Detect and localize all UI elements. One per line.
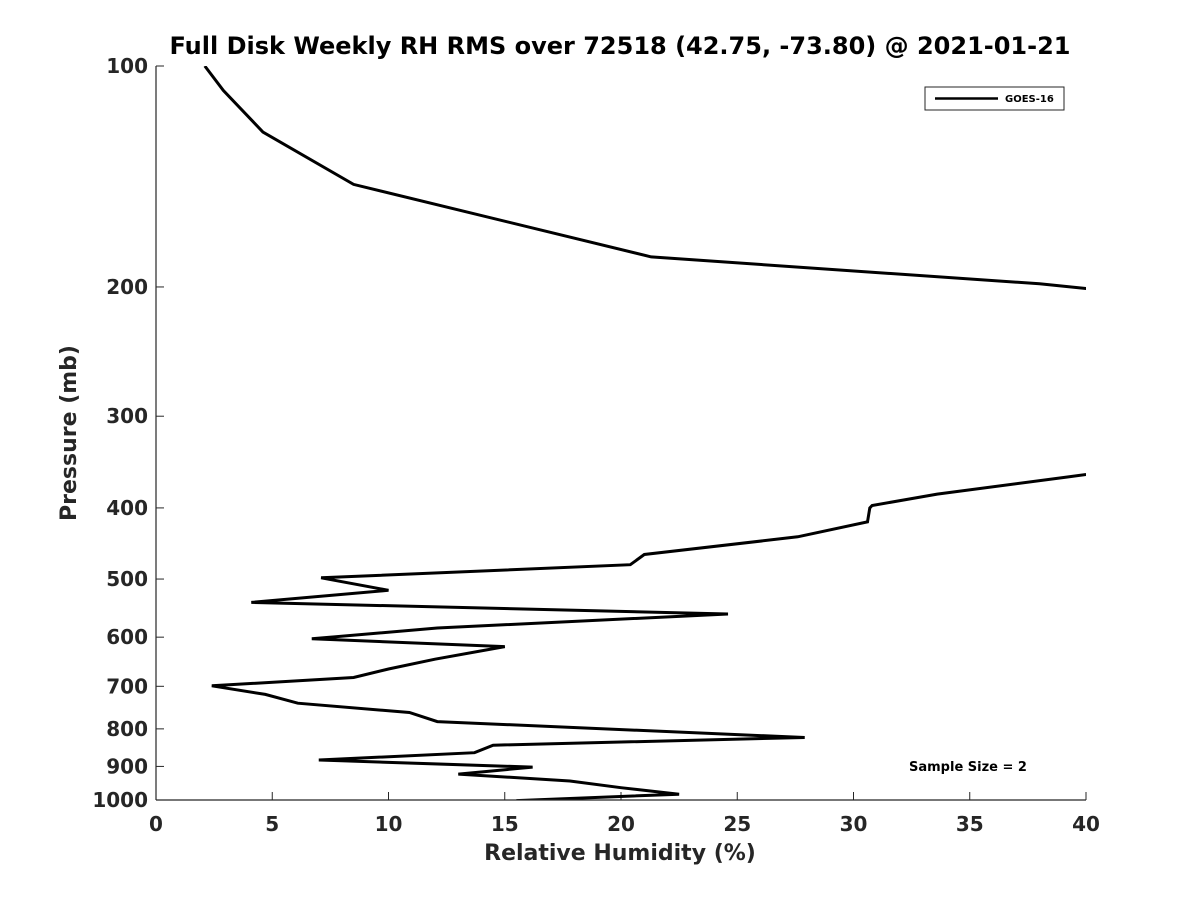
y-tick-label: 900 <box>106 754 148 778</box>
y-axis-label: Pressure (mb) <box>57 345 82 521</box>
y-tick-label: 1000 <box>92 788 148 812</box>
y-axis-ticks: 100 200 300 400 500 600 700 800 900 1000 <box>92 54 164 812</box>
legend-entry-goes-16: GOES-16 <box>1005 94 1054 105</box>
x-tick-label: 25 <box>723 812 751 836</box>
sample-size-annotation: Sample Size = 2 <box>909 760 1027 775</box>
x-tick-label: 15 <box>491 812 519 836</box>
y-tick-label: 600 <box>106 625 148 649</box>
y-tick-label: 500 <box>106 567 148 591</box>
y-tick-label: 300 <box>106 404 148 428</box>
y-tick-label: 100 <box>106 54 148 78</box>
y-tick-label: 400 <box>106 496 148 520</box>
x-tick-label: 5 <box>265 812 279 836</box>
legend: GOES-16 <box>924 86 1065 111</box>
x-axis-label: Relative Humidity (%) <box>484 841 756 866</box>
series-line-goes-16 <box>203 66 1086 800</box>
x-tick-label: 10 <box>375 812 403 836</box>
x-axis-ticks: 0 5 10 15 20 25 30 35 40 <box>149 792 1100 836</box>
x-tick-label: 30 <box>840 812 868 836</box>
series-layer <box>203 66 1086 800</box>
x-tick-label: 40 <box>1072 812 1100 836</box>
y-tick-label: 200 <box>106 275 148 299</box>
y-tick-label: 800 <box>106 717 148 741</box>
y-tick-label: 700 <box>106 674 148 698</box>
x-tick-label: 0 <box>149 812 163 836</box>
x-tick-label: 35 <box>956 812 984 836</box>
x-tick-label: 20 <box>607 812 635 836</box>
chart-title: Full Disk Weekly RH RMS over 72518 (42.7… <box>169 32 1070 60</box>
